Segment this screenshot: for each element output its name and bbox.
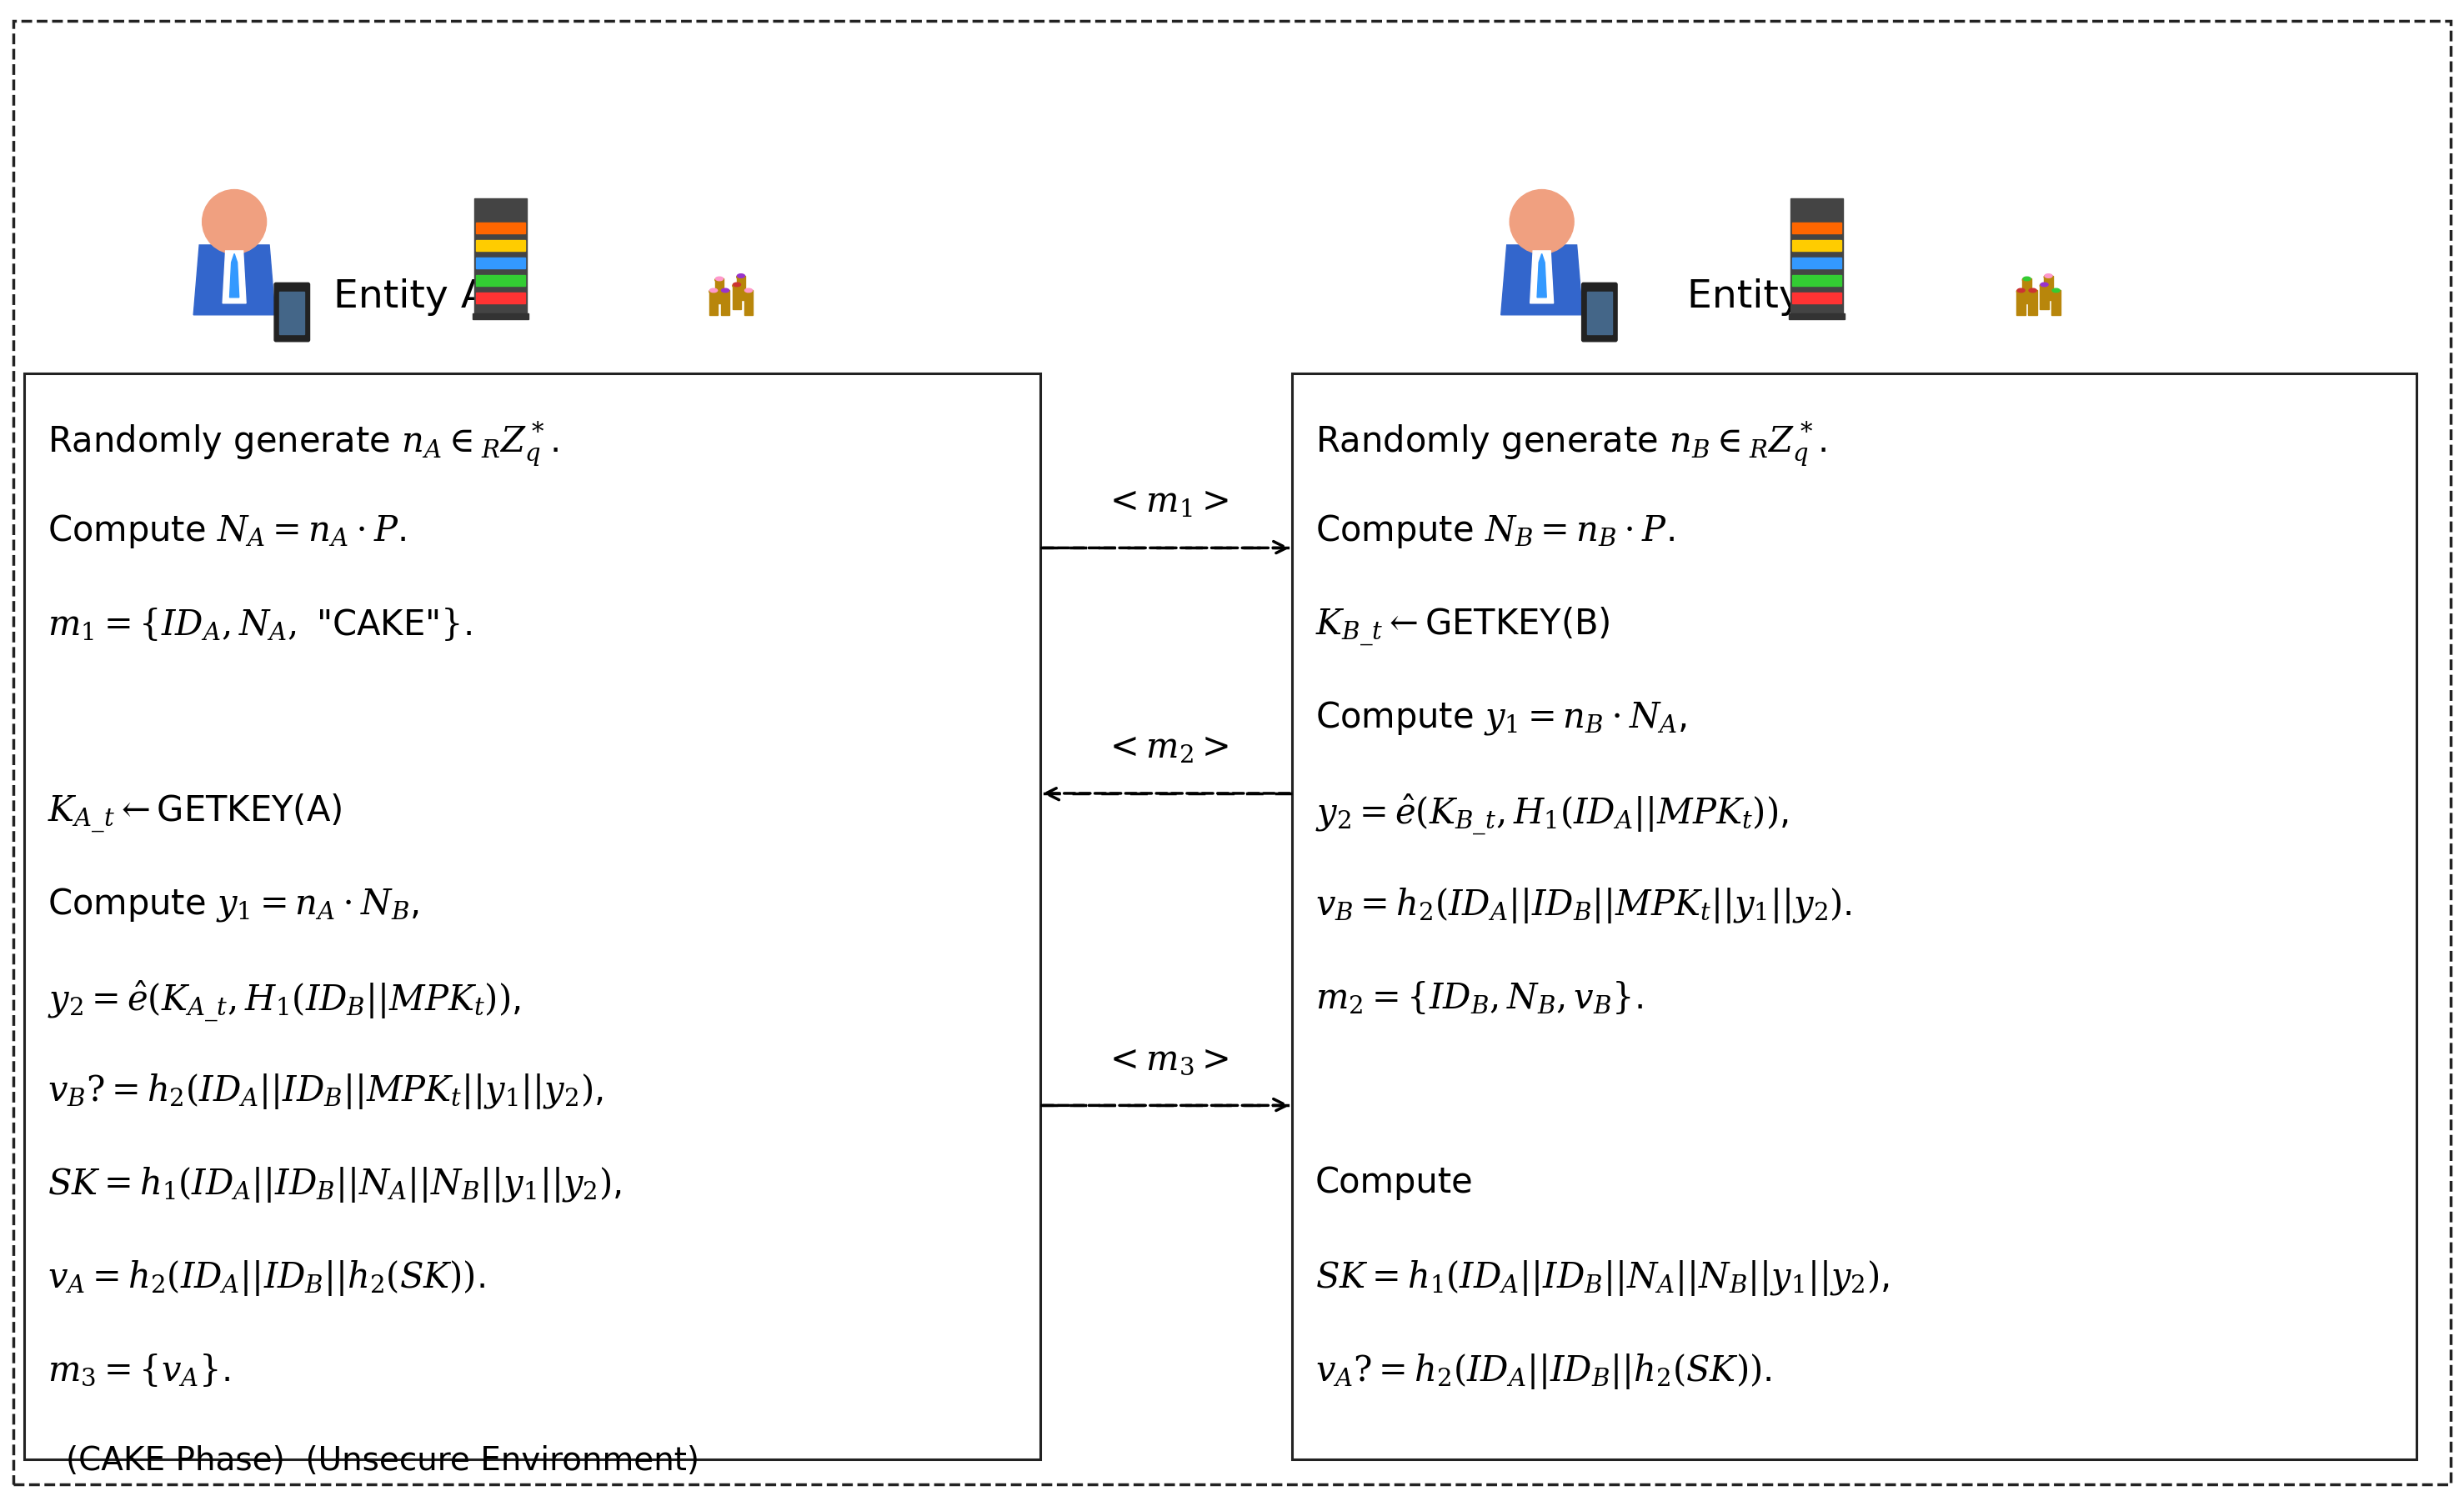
FancyBboxPatch shape	[274, 283, 310, 342]
Ellipse shape	[744, 289, 752, 294]
Text: Compute $y_1=n_B\cdot N_A$,: Compute $y_1=n_B\cdot N_A$,	[1316, 699, 1688, 736]
Polygon shape	[195, 245, 276, 316]
Ellipse shape	[2045, 276, 2053, 280]
Bar	[473, 315, 530, 321]
Bar	[1791, 223, 1841, 233]
Text: $<m_2>$: $<m_2>$	[1104, 730, 1230, 765]
Ellipse shape	[722, 289, 729, 294]
Bar	[476, 241, 525, 252]
Bar	[744, 291, 754, 316]
Text: $K_{A\_t}\leftarrow$GETKEY(A): $K_{A\_t}\leftarrow$GETKEY(A)	[47, 792, 342, 834]
Polygon shape	[1530, 252, 1552, 304]
Bar	[2023, 280, 2030, 304]
Bar	[278, 292, 306, 334]
Circle shape	[202, 190, 266, 255]
Text: $<m_1>$: $<m_1>$	[1104, 485, 1230, 520]
Bar	[1791, 259, 1841, 270]
Text: Compute $y_1=n_A\cdot N_B$,: Compute $y_1=n_A\cdot N_B$,	[47, 886, 419, 923]
Bar	[1587, 292, 1611, 334]
Bar	[2045, 277, 2053, 301]
Text: $SK=h_1(ID_A||ID_B||N_A||N_B||y_1||y_2)$,: $SK=h_1(ID_A||ID_B||N_A||N_B||y_1||y_2)$…	[47, 1164, 621, 1203]
Text: $y_2=\hat{e}(K_{B\_t}, H_1(ID_A||MPK_t))$,: $y_2=\hat{e}(K_{B\_t}, H_1(ID_A||MPK_t))…	[1316, 792, 1789, 837]
Text: $m_2=\{ID_B, N_B, v_B\}$.: $m_2=\{ID_B, N_B, v_B\}$.	[1316, 979, 1643, 1015]
FancyBboxPatch shape	[1582, 283, 1616, 342]
Bar	[476, 223, 525, 233]
Text: Randomly generate $n_A\in_R Z_q^*$.: Randomly generate $n_A\in_R Z_q^*$.	[47, 420, 559, 468]
Circle shape	[1510, 190, 1574, 255]
Text: $v_A=h_2(ID_A||ID_B||h_2(SK))$.: $v_A=h_2(ID_A||ID_B||h_2(SK))$.	[47, 1258, 485, 1297]
Text: $<m_3>$: $<m_3>$	[1104, 1042, 1230, 1077]
Text: $y_2=\hat{e}(K_{A\_t}, H_1(ID_B||MPK_t))$,: $y_2=\hat{e}(K_{A\_t}, H_1(ID_B||MPK_t))…	[47, 979, 520, 1024]
Bar	[722, 291, 729, 316]
Ellipse shape	[715, 279, 724, 283]
Polygon shape	[1538, 255, 1547, 298]
Ellipse shape	[2023, 279, 2030, 283]
Ellipse shape	[737, 276, 747, 280]
Ellipse shape	[710, 289, 717, 294]
Bar	[476, 199, 527, 316]
Text: Entity B: Entity B	[1688, 279, 1841, 316]
Ellipse shape	[2028, 289, 2038, 294]
Ellipse shape	[2028, 291, 2038, 295]
Polygon shape	[1501, 245, 1582, 316]
Bar	[1791, 241, 1841, 252]
Bar	[1791, 199, 1843, 316]
Ellipse shape	[2053, 291, 2060, 295]
Ellipse shape	[734, 283, 742, 288]
Bar	[715, 280, 724, 304]
Bar	[737, 277, 747, 301]
Bar	[25, 373, 1040, 1459]
Ellipse shape	[2040, 285, 2048, 289]
Bar	[1791, 276, 1841, 286]
Ellipse shape	[2016, 291, 2025, 295]
Text: $v_B=h_2(ID_A||ID_B||MPK_t||y_1||y_2)$.: $v_B=h_2(ID_A||ID_B||MPK_t||y_1||y_2)$.	[1316, 886, 1853, 925]
Ellipse shape	[722, 291, 729, 295]
Text: Randomly generate $n_B\in_R Z_q^*$.: Randomly generate $n_B\in_R Z_q^*$.	[1316, 420, 1826, 468]
Text: Compute $N_B= n_B\cdot P$.: Compute $N_B= n_B\cdot P$.	[1316, 512, 1676, 550]
Bar	[710, 291, 717, 316]
Text: $SK=h_1(ID_A||ID_B||N_A||N_B||y_1||y_2)$,: $SK=h_1(ID_A||ID_B||N_A||N_B||y_1||y_2)$…	[1316, 1258, 1890, 1297]
Ellipse shape	[2023, 277, 2030, 282]
Ellipse shape	[2053, 289, 2060, 294]
Text: Compute $N_A= n_A\cdot P$.: Compute $N_A= n_A\cdot P$.	[47, 512, 407, 550]
Text: (CAKE Phase)  (Unsecure Environment): (CAKE Phase) (Unsecure Environment)	[67, 1444, 700, 1476]
Bar	[2016, 291, 2025, 316]
Bar	[2040, 285, 2048, 310]
Ellipse shape	[2045, 274, 2053, 279]
Text: $m_1=\{ID_A, N_A,$ "CAKE"$\}$.: $m_1=\{ID_A, N_A,$ "CAKE"$\}$.	[47, 605, 473, 643]
Ellipse shape	[2040, 283, 2048, 288]
Bar	[1291, 373, 2417, 1459]
Polygon shape	[229, 255, 239, 298]
Ellipse shape	[732, 285, 742, 289]
Text: Compute: Compute	[1316, 1164, 1473, 1200]
Ellipse shape	[737, 274, 744, 279]
Polygon shape	[222, 252, 246, 304]
Text: $m_3=\{v_A\}$.: $m_3=\{v_A\}$.	[47, 1351, 232, 1387]
Bar	[2028, 291, 2038, 316]
Bar	[476, 294, 525, 304]
Ellipse shape	[715, 277, 724, 282]
Bar	[1789, 315, 1846, 321]
Text: $K_{B\_t}\leftarrow$GETKEY(B): $K_{B\_t}\leftarrow$GETKEY(B)	[1316, 605, 1609, 649]
Text: $v_B?=h_2(ID_A||ID_B||MPK_t||y_1||y_2)$,: $v_B?=h_2(ID_A||ID_B||MPK_t||y_1||y_2)$,	[47, 1072, 604, 1111]
Ellipse shape	[710, 291, 717, 295]
Text: $v_A?=h_2(ID_A||ID_B||h_2(SK))$.: $v_A?=h_2(ID_A||ID_B||h_2(SK))$.	[1316, 1351, 1772, 1390]
Ellipse shape	[744, 291, 754, 295]
Bar	[476, 276, 525, 286]
Bar	[732, 285, 742, 310]
Ellipse shape	[2018, 289, 2025, 294]
Bar	[2053, 291, 2060, 316]
Bar	[1791, 294, 1841, 304]
Bar	[476, 259, 525, 270]
Text: Entity A: Entity A	[333, 279, 488, 316]
